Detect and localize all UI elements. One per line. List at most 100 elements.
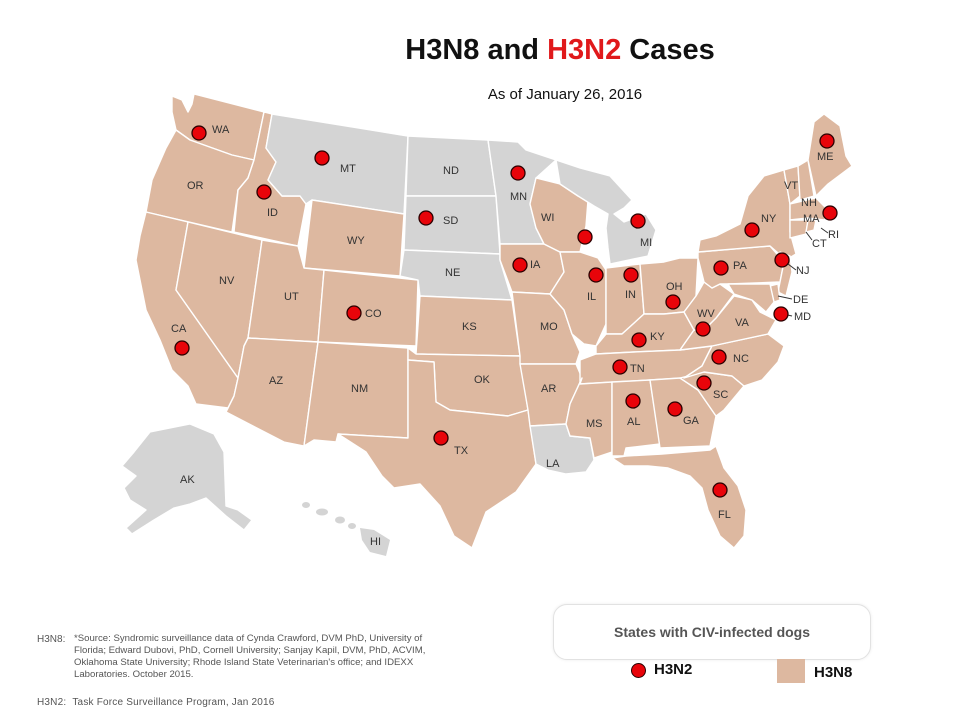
label-wa: WA [212, 124, 230, 136]
h3n2-dot-sc [696, 375, 712, 391]
state-labels: WA OR CA ID NV MT WY UT AZ CO NM ND SD N… [171, 124, 839, 548]
map-subtitle: As of January 26, 2016 [487, 86, 643, 103]
h3n2-dot-wv [695, 321, 711, 337]
label-tn: TN [630, 363, 645, 375]
h3n2-dot-ky [631, 332, 647, 348]
label-wi: WI [541, 212, 554, 224]
label-ok: OK [474, 374, 491, 386]
h3n2-dot-il [588, 267, 604, 283]
h3n2-dot-sd [418, 210, 434, 226]
state-ri [805, 219, 817, 233]
h3n2-dot-oh [665, 294, 681, 310]
state-ny [697, 169, 797, 261]
h3n2-dot-mi [630, 213, 646, 229]
label-nj: NJ [796, 265, 809, 277]
h3n2-dot-wi [577, 229, 593, 245]
state-mi [555, 159, 657, 265]
label-me: ME [817, 151, 834, 163]
label-mt: MT [340, 163, 356, 175]
label-ne: NE [445, 267, 460, 279]
label-ks: KS [462, 321, 477, 333]
label-nh: NH [801, 197, 817, 209]
state-pa [697, 245, 785, 289]
state-hi [302, 502, 390, 556]
label-ut: UT [284, 291, 299, 303]
legend-h3n2-dot-icon [631, 663, 646, 678]
label-nd: ND [443, 165, 459, 177]
label-mn: MN [510, 191, 527, 203]
label-or: OR [187, 180, 204, 192]
label-ri: RI [828, 229, 839, 241]
label-al: AL [627, 416, 640, 428]
h3n2-dot-nc [711, 349, 727, 365]
label-mo: MO [540, 321, 558, 333]
label-tx: TX [454, 445, 469, 457]
label-nv: NV [219, 275, 235, 287]
h3n2-dot-id [256, 184, 272, 200]
label-vt: VT [784, 180, 798, 192]
h3n2-dot-mn [510, 165, 526, 181]
source-h3n2: H3N2: Task Force Surveillance Program, Ja… [37, 697, 281, 708]
state-ak [121, 423, 253, 535]
legend-h3n8-label: H3N8 [814, 664, 853, 681]
label-ar: AR [541, 383, 556, 395]
h3n2-dot-me [819, 133, 835, 149]
state-me [807, 113, 853, 197]
h3n2-dot-fl [712, 482, 728, 498]
label-pa: PA [733, 260, 748, 272]
label-ny: NY [761, 213, 777, 225]
label-wv: WV [697, 308, 715, 320]
h3n2-dot-ia [512, 257, 528, 273]
label-wy: WY [347, 235, 365, 247]
label-ca: CA [171, 323, 187, 335]
label-nc: NC [733, 353, 749, 365]
label-co: CO [365, 308, 382, 320]
state-nh [797, 159, 815, 201]
label-ak: AK [180, 474, 195, 486]
source-h3n2-tag: H3N2: [37, 697, 67, 708]
label-il: IL [587, 291, 596, 303]
label-ky: KY [650, 331, 665, 343]
label-de: DE [793, 294, 808, 306]
h3n2-dot-in [623, 267, 639, 283]
h3n2-dot-al [625, 393, 641, 409]
state-fl [611, 445, 747, 549]
label-fl: FL [718, 509, 731, 521]
h3n2-dot-pa [713, 260, 729, 276]
h3n2-dot-tn [612, 359, 628, 375]
h3n2-dot-md [773, 306, 789, 322]
label-md: MD [794, 311, 811, 323]
label-la: LA [546, 458, 560, 470]
state-mt [265, 113, 409, 215]
label-mi: MI [640, 237, 652, 249]
label-id: ID [267, 207, 278, 219]
legend-title: States with CIV-infected dogs [613, 624, 811, 640]
h3n2-dot-ny [744, 222, 760, 238]
source-h3n2-text: Task Force Surveillance Program, Jan 201… [72, 697, 275, 708]
state-shapes [121, 93, 853, 556]
label-sd: SD [443, 215, 458, 227]
h3n2-dot-ga [667, 401, 683, 417]
h3n2-dot-nj [774, 252, 790, 268]
label-nm: NM [351, 383, 368, 395]
map-title: H3N8 and H3N2 Cases [405, 34, 715, 66]
h3n2-dot-ma [822, 205, 838, 221]
h3n2-dot-mt [314, 150, 330, 166]
legend-box: States with CIV-infected dogs [553, 604, 871, 660]
label-ct: CT [812, 238, 827, 250]
h3n2-dots [174, 125, 838, 498]
state-ct [789, 219, 809, 239]
label-oh: OH [666, 281, 683, 293]
h3n2-dot-wa [191, 125, 207, 141]
h3n2-dot-ca [174, 340, 190, 356]
label-ma: MA [803, 213, 820, 225]
label-az: AZ [269, 375, 283, 387]
source-h3n8-text: *Source: Syndromic surveillance data of … [74, 633, 426, 680]
state-md [727, 283, 775, 313]
label-hi: HI [370, 536, 381, 548]
source-h3n8-tag: H3N8: [37, 634, 66, 645]
label-va: VA [735, 317, 750, 329]
label-ms: MS [586, 418, 603, 430]
state-nc [683, 333, 785, 387]
